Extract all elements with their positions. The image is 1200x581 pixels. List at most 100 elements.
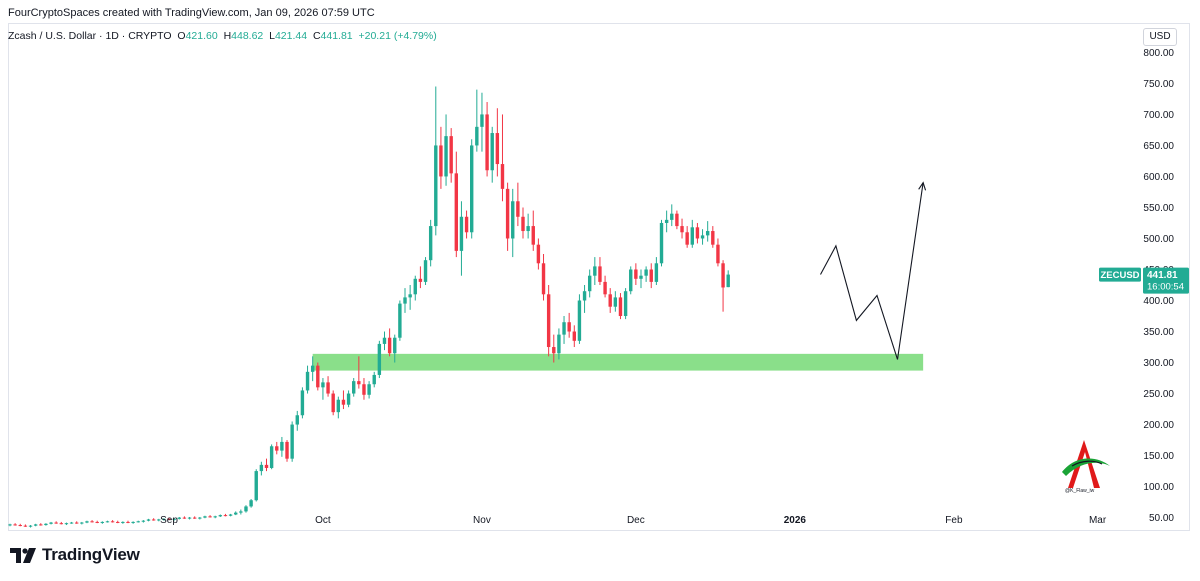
candle [192, 516, 197, 519]
candle-body [105, 521, 110, 523]
candle-body [680, 226, 684, 233]
candle-body [562, 322, 566, 335]
candle [151, 518, 156, 521]
candle [290, 421, 294, 462]
candle-body [382, 337, 387, 344]
candle [582, 285, 587, 313]
candle [475, 89, 479, 152]
candle [536, 238, 541, 270]
candle [264, 458, 269, 472]
candle-body [629, 269, 633, 292]
candle [439, 126, 443, 189]
candle [336, 396, 341, 419]
candle [593, 257, 597, 285]
y-axis-tick-label: 700.00 [1143, 110, 1174, 121]
candle-body [59, 523, 63, 525]
high-value: 448.62 [231, 30, 264, 42]
candle [649, 263, 653, 289]
candle-body [310, 365, 315, 372]
candle [208, 515, 212, 518]
candle-body [664, 219, 669, 223]
candle-body [213, 516, 217, 518]
close-value: 441.81 [320, 30, 353, 42]
candle [182, 516, 187, 519]
candle-body [613, 297, 618, 307]
high-key: H [223, 30, 232, 42]
candle [382, 331, 387, 351]
candle [187, 516, 192, 520]
candle [705, 221, 710, 242]
candle-body [475, 126, 479, 146]
x-axis-tick-label: Feb [945, 515, 963, 526]
candle [141, 520, 146, 523]
candle-body [567, 322, 571, 332]
candle [587, 269, 592, 298]
candle-body [398, 303, 402, 338]
candle-body [603, 281, 607, 295]
candle-body [80, 522, 84, 524]
y-axis-tick-label: 300.00 [1143, 358, 1174, 369]
candle-body [321, 382, 325, 388]
candle-body [295, 415, 299, 425]
candle-body [377, 343, 382, 375]
y-axis-tick-label: 800.00 [1143, 48, 1174, 59]
candle [567, 312, 571, 338]
candle-body [670, 213, 674, 220]
candle-body [331, 393, 335, 413]
candle [711, 226, 715, 248]
candle-body [223, 515, 228, 517]
candle [675, 210, 679, 230]
candle [357, 356, 361, 389]
candle [608, 288, 612, 313]
candle-body [654, 263, 659, 282]
attribution-text: FourCryptoSpaces created with TradingVie… [8, 7, 375, 19]
currency-button[interactable]: USD [1143, 28, 1177, 46]
candle [33, 523, 38, 527]
candle [690, 219, 694, 248]
candle-body [690, 227, 694, 245]
candle-body [162, 518, 166, 520]
candle-body [582, 291, 587, 301]
candle [408, 285, 412, 310]
candle [85, 520, 89, 524]
candle [203, 515, 207, 519]
tradingview-brand[interactable]: TradingView [10, 545, 140, 565]
candle-body [705, 231, 710, 236]
candle [326, 376, 330, 397]
candle-body [587, 275, 592, 292]
candle-body [244, 506, 248, 512]
candle-body [470, 145, 474, 233]
candle [157, 518, 161, 522]
candle [362, 378, 366, 400]
candle-body [259, 464, 264, 472]
candle-body [639, 275, 643, 279]
candle [352, 378, 356, 397]
candle-body [23, 525, 28, 527]
candle [721, 260, 725, 312]
candle [341, 390, 346, 410]
candle [603, 275, 607, 298]
chart-panel[interactable] [8, 23, 1190, 531]
candle [64, 522, 69, 526]
candle-body [85, 521, 89, 523]
open-key: O [177, 30, 186, 42]
candle-body [485, 114, 489, 171]
x-axis-tick-label: Dec [627, 515, 645, 526]
candle [393, 334, 397, 363]
candle-body [464, 216, 469, 233]
last-price-label: 441.81 [1147, 270, 1178, 281]
candle-body [505, 188, 510, 239]
candle-body [285, 441, 289, 459]
candle-body [700, 235, 705, 239]
y-axis-tick-label: 400.00 [1143, 296, 1174, 307]
candle-body [387, 337, 392, 354]
candle-body [290, 424, 294, 459]
candle-body [280, 441, 284, 451]
candle [18, 523, 22, 527]
candle-body [362, 384, 366, 395]
candle-body [228, 514, 233, 516]
y-axis-tick-label: 200.00 [1143, 420, 1174, 431]
candle-body [300, 390, 305, 416]
low-value: 421.44 [274, 30, 308, 42]
